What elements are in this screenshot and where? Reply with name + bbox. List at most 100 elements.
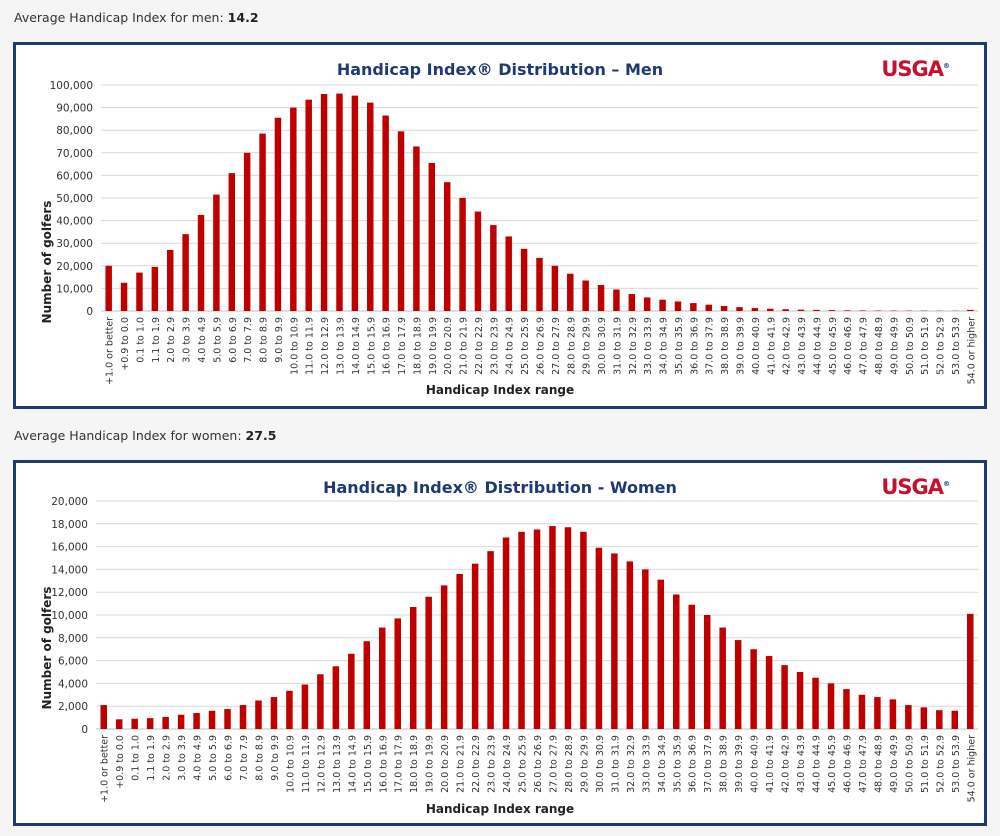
- women-bar: [920, 707, 928, 729]
- men-x-tick-label: 24.0 to 24.9: [505, 317, 516, 375]
- men-x-tick-label: 29.0 to 29.9: [582, 317, 593, 375]
- women-bar: [471, 563, 479, 729]
- men-bar: [413, 146, 420, 311]
- women-bar: [255, 700, 262, 729]
- women-bar: [750, 649, 757, 729]
- women-bar: [812, 677, 819, 729]
- women-bar: [317, 674, 324, 729]
- women-x-tick-label: +0.9 to 0.0: [115, 735, 126, 789]
- women-bar: [549, 526, 556, 729]
- women-x-tick-label: 30.0 to 30.9: [595, 735, 606, 793]
- women-x-tick-label: 2.0 to 2.9: [162, 735, 173, 781]
- women-y-tick-label: 0: [81, 724, 88, 736]
- men-x-tick-label: 45.0 to 45.9: [828, 317, 839, 375]
- women-x-tick-label: 47.0 to 47.9: [858, 735, 869, 793]
- men-bar: [782, 309, 789, 311]
- men-bar: [505, 236, 512, 311]
- men-y-tick-label: 90,000: [56, 103, 93, 115]
- men-bar: [767, 308, 774, 311]
- women-bar: [270, 697, 278, 729]
- women-x-tick-label: 27.0 to 27.9: [548, 735, 559, 793]
- women-x-tick-label: +1.0 or better: [100, 735, 111, 803]
- women-bar: [162, 717, 169, 729]
- men-x-tick-label: 5.0 to 5.9: [212, 317, 223, 363]
- men-bar: [828, 310, 836, 311]
- men-average-value: 14.2: [227, 10, 259, 25]
- women-x-tick-label: 22.0 to 22.9: [471, 735, 482, 793]
- men-bar: [443, 182, 451, 311]
- women-bar: [827, 683, 835, 729]
- men-x-tick-label: 15.0 to 15.9: [366, 317, 377, 375]
- usga-logo: USGA®: [881, 57, 950, 81]
- women-average-summary: Average Handicap Index for women: 27.5: [14, 428, 276, 443]
- men-x-tick-label: 14.0 to 14.9: [351, 317, 362, 375]
- women-x-tick-label: 40.0 to 40.9: [750, 735, 761, 793]
- women-bar: [967, 613, 974, 729]
- men-x-tick-label: 30.0 to 30.9: [597, 317, 608, 375]
- women-y-tick-label: 6,000: [58, 656, 88, 668]
- women-x-tick-label: 7.0 to 7.9: [239, 735, 250, 781]
- women-y-axis-label: Number of golfers: [40, 586, 54, 710]
- women-bar: [425, 596, 432, 729]
- women-x-tick-label: 15.0 to 15.9: [363, 735, 374, 793]
- men-bar: [797, 309, 805, 311]
- men-x-tick-label: 39.0 to 39.9: [736, 317, 747, 375]
- men-bar: [859, 310, 866, 311]
- men-x-tick-label: 20.0 to 20.9: [443, 317, 454, 375]
- women-x-tick-label: 38.0 to 38.9: [719, 735, 730, 793]
- men-chart-title: Handicap Index® Distribution – Men: [336, 60, 664, 79]
- men-x-tick-label: 11.0 to 11.9: [305, 317, 316, 375]
- men-bar: [305, 99, 312, 311]
- women-x-tick-label: 33.0 to 33.9: [641, 735, 652, 793]
- women-x-tick-label: 45.0 to 45.9: [827, 735, 838, 793]
- women-x-tick-label: 36.0 to 36.9: [688, 735, 699, 793]
- men-x-tick-label: 17.0 to 17.9: [397, 317, 408, 375]
- men-bar: [736, 307, 743, 311]
- trademark-icon: ®: [943, 480, 950, 488]
- men-y-tick-label: 100,000: [50, 80, 93, 92]
- men-x-tick-label: 54.0 or higher: [966, 317, 977, 384]
- men-x-tick-label: 4.0 to 4.9: [197, 317, 208, 363]
- women-x-tick-label: 20.0 to 20.9: [440, 735, 451, 793]
- men-y-tick-label: 0: [86, 306, 93, 318]
- women-average-label: Average Handicap Index for women:: [14, 428, 242, 443]
- men-y-tick-label: 20,000: [56, 261, 93, 273]
- women-x-axis-label: Handicap Index range: [425, 802, 575, 816]
- women-bar: [858, 694, 866, 729]
- women-x-tick-label: 52.0 to 52.9: [935, 735, 946, 793]
- men-x-tick-label: 6.0 to 6.9: [228, 317, 239, 363]
- women-y-tick-label: 16,000: [51, 542, 88, 554]
- women-average-value: 27.5: [245, 428, 277, 443]
- women-bar: [688, 604, 695, 729]
- men-x-tick-label: 22.0 to 22.9: [474, 317, 485, 375]
- men-bar: [474, 211, 482, 311]
- men-bar: [367, 102, 374, 312]
- men-x-tick-label: 49.0 to 49.9: [889, 317, 900, 375]
- men-x-tick-label: 42.0 to 42.9: [782, 317, 793, 375]
- men-bar: [520, 248, 528, 311]
- women-chart-title: Handicap Index® Distribution - Women: [323, 478, 677, 497]
- men-x-tick-label: 48.0 to 48.9: [874, 317, 885, 375]
- men-x-tick-label: 13.0 to 13.9: [335, 317, 346, 375]
- men-x-tick-label: 32.0 to 32.9: [628, 317, 639, 375]
- women-bar: [765, 656, 773, 729]
- men-bar: [243, 152, 251, 311]
- women-x-tick-label: 13.0 to 13.9: [332, 735, 343, 793]
- men-x-tick-label: 9.0 to 9.9: [274, 317, 285, 363]
- men-x-tick-label: 34.0 to 34.9: [659, 317, 670, 375]
- women-x-tick-label: 32.0 to 32.9: [626, 735, 637, 793]
- women-bar: [208, 710, 216, 729]
- women-bar: [673, 594, 680, 729]
- women-bar: [193, 713, 200, 729]
- women-x-tick-label: 48.0 to 48.9: [873, 735, 884, 793]
- men-x-tick-label: 0.1 to 1.0: [135, 317, 146, 363]
- women-bar: [703, 615, 711, 729]
- women-y-tick-label: 2,000: [58, 701, 88, 713]
- men-bar: [228, 173, 236, 311]
- men-x-axis-label: Handicap Index range: [425, 383, 575, 397]
- men-x-tick-label: 37.0 to 37.9: [705, 317, 716, 375]
- women-x-tick-label: 35.0 to 35.9: [672, 735, 683, 793]
- men-bar: [351, 95, 359, 311]
- men-x-tick-label: 46.0 to 46.9: [843, 317, 854, 375]
- men-y-tick-label: 50,000: [56, 193, 93, 205]
